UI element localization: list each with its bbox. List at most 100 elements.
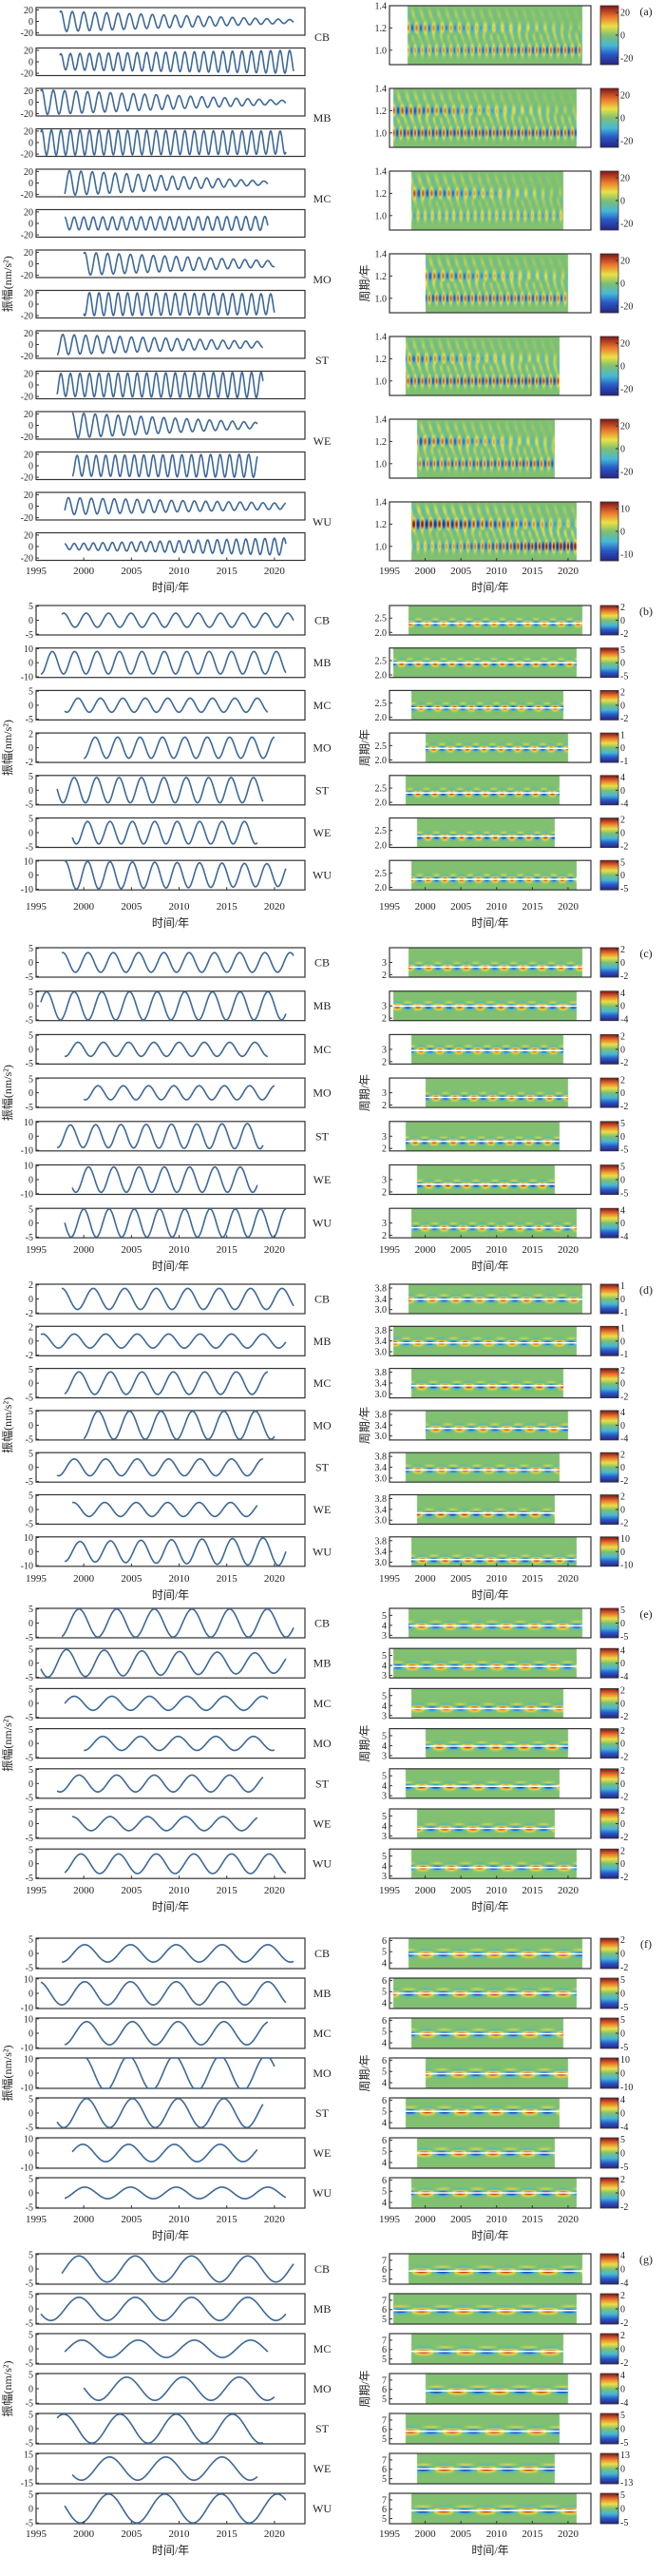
y-tick-label: -10 (21, 2084, 33, 2094)
colorbar-WU (600, 1536, 618, 1567)
x-tick-label: 1995 (26, 2214, 48, 2225)
period-tick-label: 1.2 (375, 520, 388, 530)
y-tick-label: -5 (26, 2399, 33, 2410)
y-tick-label: 0 (28, 1859, 33, 1870)
y-tick-label: 5 (28, 2410, 33, 2420)
y-axis-label-amplitude: 振幅(nm/s²) (0, 1065, 14, 1121)
colorbar-CB (600, 1608, 618, 1638)
waveform-line-MO (83, 2376, 276, 2401)
x-tick-label: 2020 (558, 2214, 580, 2225)
colorbar-tick-label: 2 (620, 1075, 625, 1086)
period-tick-label: 3.0 (375, 1432, 388, 1442)
colorbar-tick-label: -10 (620, 2083, 633, 2093)
waveform-line-ST (56, 371, 264, 399)
y-tick-label: -5 (26, 2519, 33, 2529)
y-tick-label: 0 (28, 1088, 33, 1099)
colorbar-tick-label: 0 (620, 2425, 625, 2435)
period-tick-label: 3.8 (375, 1452, 388, 1463)
period-tick-label: 3.4 (375, 1505, 388, 1515)
colorbar-tick-label: -2 (620, 2318, 628, 2329)
x-tick-label: 2005 (450, 566, 472, 577)
colorbar-tick-label: 4 (620, 773, 625, 783)
waveform-line-MC (64, 697, 269, 714)
colorbar-tick-label: 2 (620, 2331, 625, 2341)
wavelet-axes (389, 5, 592, 66)
period-tick-label: 2 (382, 971, 387, 981)
y-tick-label: 0 (28, 1548, 33, 1558)
colorbar-tick-label: 4 (620, 2371, 625, 2381)
colorbar-MC (600, 2334, 618, 2364)
y-tick-label: 0 (28, 1132, 33, 1143)
colorbar-WU (600, 1208, 618, 1239)
colorbar-tick-label: -10 (620, 1561, 633, 1571)
panel-label: (g) (639, 2253, 653, 2266)
colorbar-tick-label: 2 (620, 1032, 625, 1043)
x-tick-label: 2010 (486, 1573, 508, 1585)
wavelet-axes (389, 501, 592, 562)
colorbar-tick-label: 2 (620, 1935, 625, 1946)
colorbar-tick-label: -1 (620, 757, 628, 767)
waveform-line-WE (72, 1816, 258, 1832)
period-tick-label: 1.0 (375, 294, 388, 304)
waveform-line-WE (71, 1501, 258, 1518)
x-tick-label: 2015 (217, 566, 238, 577)
wavelet-heatmap-WE (390, 419, 591, 478)
y-tick-label: 10 (24, 1533, 33, 1544)
waveform-line-CB (61, 1607, 294, 1639)
y-tick-label: 20 (24, 46, 33, 56)
wavelet-axes (389, 170, 592, 231)
station-label: WE (314, 1817, 332, 1831)
y-tick-label: 0 (28, 659, 33, 669)
wavelet-heatmap-ST (390, 1452, 591, 1483)
colorbar-MB (600, 88, 618, 147)
colorbar-tick-label: 0 (620, 2029, 625, 2040)
y-axis-label-amplitude: 振幅(nm/s²) (0, 1716, 14, 1772)
y-tick-label: 0 (28, 2305, 33, 2316)
colorbar-tick-label: 5 (620, 2135, 625, 2145)
x-tick-label: 1995 (26, 1244, 48, 1256)
colorbar-tick-label: 0 (620, 1463, 625, 1473)
station-label: MC (314, 1697, 332, 1710)
wavelet-heatmap-WU (390, 502, 591, 561)
x-tick-label: 2015 (522, 901, 543, 913)
x-tick-label: 2015 (522, 1885, 543, 1896)
y-tick-label: -10 (21, 672, 33, 682)
y-tick-label: 5 (28, 602, 33, 612)
period-tick-label: 3 (382, 1751, 387, 1761)
y-tick-label: 20 (24, 167, 33, 178)
colorbar-tick-label: -20 (620, 53, 633, 64)
colorbar-tick-label: 0 (620, 1421, 625, 1432)
wavelet-axes (389, 689, 592, 721)
waveform-line-CB (59, 49, 294, 74)
waveform-line-MO (83, 251, 276, 277)
y-tick-label: -20 (21, 231, 33, 241)
waveform-line-CB (61, 1287, 294, 1311)
x-tick-label: 2020 (264, 2214, 286, 2225)
period-tick-label: 6 (382, 1976, 387, 1987)
y-tick-label: -5 (26, 1633, 33, 1644)
colorbar-WE (600, 1494, 618, 1525)
waveform-axes (35, 1325, 306, 1356)
wavelet-heatmap-WU (390, 1536, 591, 1567)
y-tick-label: -5 (26, 2319, 33, 2330)
station-label: MC (314, 192, 332, 205)
y-tick-label: 0 (28, 139, 33, 149)
colorbar-WU (600, 2178, 618, 2208)
y-tick-label: 10 (24, 1118, 33, 1128)
period-tick-label: 3 (382, 1671, 387, 1682)
y-tick-label: 2 (28, 1323, 33, 1334)
wavelet-axes (389, 418, 592, 479)
wavelet-heatmap-MC (390, 1034, 591, 1065)
y-tick-label: 0 (28, 1379, 33, 1390)
wavelet-axes (389, 2177, 592, 2209)
wavelet-axes (389, 2492, 592, 2525)
colorbar-tick-label: 0 (620, 1740, 625, 1750)
period-tick-label: 6 (382, 2265, 387, 2276)
x-tick-label: 2005 (121, 2528, 142, 2540)
y-tick-label: 5 (28, 1449, 33, 1459)
y-tick-label: -5 (26, 630, 33, 641)
period-tick-label: 2 (382, 1231, 387, 1241)
y-tick-label: -5 (26, 800, 33, 811)
period-tick-label: 7 (382, 2455, 387, 2466)
y-tick-label: 20 (24, 329, 33, 339)
